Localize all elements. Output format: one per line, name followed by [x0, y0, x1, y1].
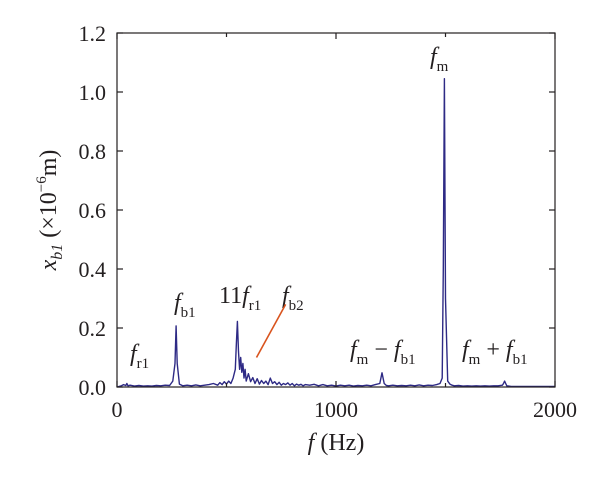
- annotation-layer: fr1 fb1 11fr1 fb2 fm fm − fb1 fm + fb1: [130, 44, 528, 372]
- y-tick-label: 0.2: [79, 316, 107, 341]
- pointer-line: [255, 304, 287, 358]
- series-layer: [116, 78, 555, 388]
- y-tick-label: 1.2: [79, 21, 107, 46]
- y-tick-label: 0.4: [79, 257, 107, 282]
- y-axis-title: xb1(×10−6m): [34, 150, 66, 272]
- tick-labels: 0 1000 2000 0.0 0.2 0.4 0.6 0.8 1.0 1.2: [79, 21, 578, 422]
- y-tick-label: 0.6: [79, 198, 107, 223]
- ticks-layer: [116, 32, 556, 388]
- y-tick-label: 0.8: [79, 139, 107, 164]
- y-tick-label: 0.0: [79, 375, 107, 400]
- peak-annotation: fm − fb1: [350, 337, 416, 368]
- x-axis-title: f (Hz): [308, 430, 365, 456]
- x-tick-label: 1000: [314, 397, 358, 422]
- peak-annotation: fm + fb1: [462, 337, 528, 368]
- peak-annotation: 11fr1: [219, 283, 261, 314]
- x-tick-label: 0: [112, 397, 123, 422]
- x-tick-label: 2000: [533, 397, 577, 422]
- y-tick-label: 1.0: [79, 80, 107, 105]
- peak-annotation: fb2: [282, 283, 304, 314]
- plot-frame: [116, 32, 556, 388]
- peak-annotation: fr1: [130, 341, 149, 372]
- spectrum-series-line: [116, 78, 555, 388]
- peak-annotation: fm: [430, 44, 449, 75]
- peak-annotation: fb1: [174, 290, 196, 321]
